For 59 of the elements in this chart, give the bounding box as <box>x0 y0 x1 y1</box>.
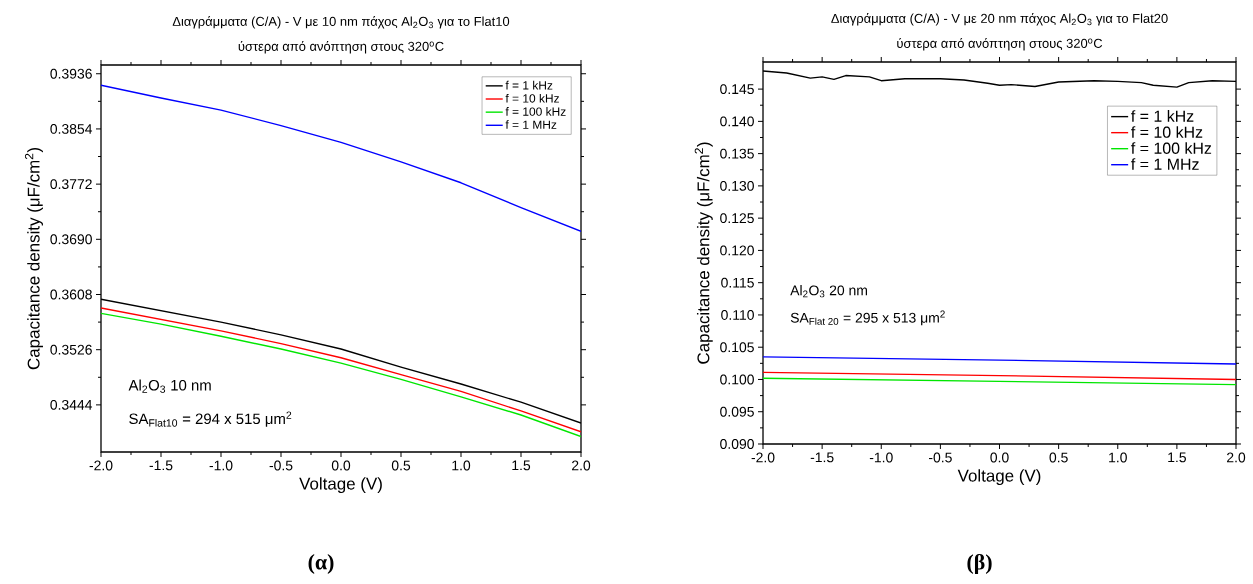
x-axis-title: Voltage (V) <box>299 477 382 494</box>
text: (β) <box>967 553 992 575</box>
annotation: SA$_{Flat 20}$ = 295 x 513 μm$^{2}$ <box>790 310 945 326</box>
annotation: Al$_{2}$O$_{3}$ 20 nm <box>790 285 867 298</box>
x-tick-label: -1.5 <box>810 452 834 463</box>
annotation: SA$_{Flat10}$ = 294 x 515 μm$^{2}$ <box>129 411 292 427</box>
x-tick-label: -0.5 <box>269 460 293 471</box>
x-tick-label: 2.0 <box>572 460 591 471</box>
y-tick-label: 0.095 <box>720 406 754 417</box>
x-tick-label: 0.5 <box>391 460 411 471</box>
x-tick-label: -2.0 <box>751 452 775 463</box>
y-tick-label: 0.140 <box>720 116 754 127</box>
legend-label: f = 100 kHz <box>1131 142 1212 154</box>
x-tick-label: -2.0 <box>89 460 113 471</box>
x-tick-label: 1.5 <box>512 460 531 471</box>
legend-label: f = 10 kHz <box>505 93 559 103</box>
x-tick-label: -1.0 <box>209 460 233 471</box>
y-tick-label: 0.3690 <box>50 234 92 245</box>
y-tick-label: 0.125 <box>720 213 754 224</box>
y-axis-title: Capacitance density (μF/cm$^{2}$) <box>24 148 43 370</box>
x-tick-label: -1.0 <box>869 452 893 463</box>
y-tick-label: 0.130 <box>720 180 754 191</box>
legend-label: f = 10 kHz <box>1131 126 1203 138</box>
x-tick-label: 1.0 <box>452 460 471 471</box>
text: (α) <box>308 554 334 574</box>
y-tick-label: 0.135 <box>720 148 754 159</box>
annotation: Al$_{2}$O$_{3}$ 10 nm <box>128 379 211 393</box>
legend-label: f = 1 kHz <box>505 80 553 90</box>
y-tick-label: 0.090 <box>720 439 754 449</box>
y-tick-label: 0.110 <box>721 309 754 320</box>
chart-title: Διαγράμματα (C/A) - V με 20 nm πάχος Al$_{2}$O$_{3}$ για το Flat20 <box>831 13 1168 26</box>
chart-title: Διαγράμματα (C/A) - V με 10 nm πάχος Al$_{2}$O$_{3}$ για το Flat10 <box>172 16 510 29</box>
y-tick-label: 0.120 <box>720 245 754 256</box>
x-tick-label: 0.5 <box>1049 452 1068 463</box>
x-axis-title: Voltage (V) <box>957 469 1041 486</box>
y-tick-label: 0.115 <box>721 277 754 288</box>
y-tick-label: 0.105 <box>720 342 754 353</box>
legend-label: f = 100 kHz <box>505 107 566 116</box>
y-tick-label: 0.145 <box>720 84 754 95</box>
x-tick-label: -1.5 <box>149 460 173 471</box>
x-tick-label: 0.0 <box>990 452 1009 463</box>
y-tick-label: 0.3936 <box>50 68 92 79</box>
y-tick-label: 0.3608 <box>50 289 92 300</box>
y-tick-label: 0.3854 <box>50 123 93 134</box>
x-tick-label: 1.5 <box>1168 452 1186 463</box>
x-tick-label: 0.0 <box>331 460 351 471</box>
y-tick-label: 0.3526 <box>50 344 92 355</box>
chart-subtitle: ύστερα από ανόπτηση στους 320$^{o}$C <box>897 38 1103 51</box>
y-tick-label: 0.3444 <box>50 399 93 410</box>
y-tick-label: 0.3772 <box>50 179 92 190</box>
legend-label: f = 1 MHz <box>505 120 557 129</box>
legend-label: f = 1 MHz <box>1131 158 1199 170</box>
legend-label: f = 1 kHz <box>1131 110 1194 122</box>
y-axis-title: Capacitance density (μF/cm$^{2}$) <box>694 142 713 364</box>
chart-subtitle: ύστερα από ανόπτηση στους 320$^{o}$C <box>238 41 444 54</box>
x-tick-label: 2.0 <box>1227 452 1246 463</box>
x-tick-label: 1.0 <box>1109 452 1127 463</box>
x-tick-label: -0.5 <box>928 452 952 463</box>
y-tick-label: 0.100 <box>720 374 754 385</box>
